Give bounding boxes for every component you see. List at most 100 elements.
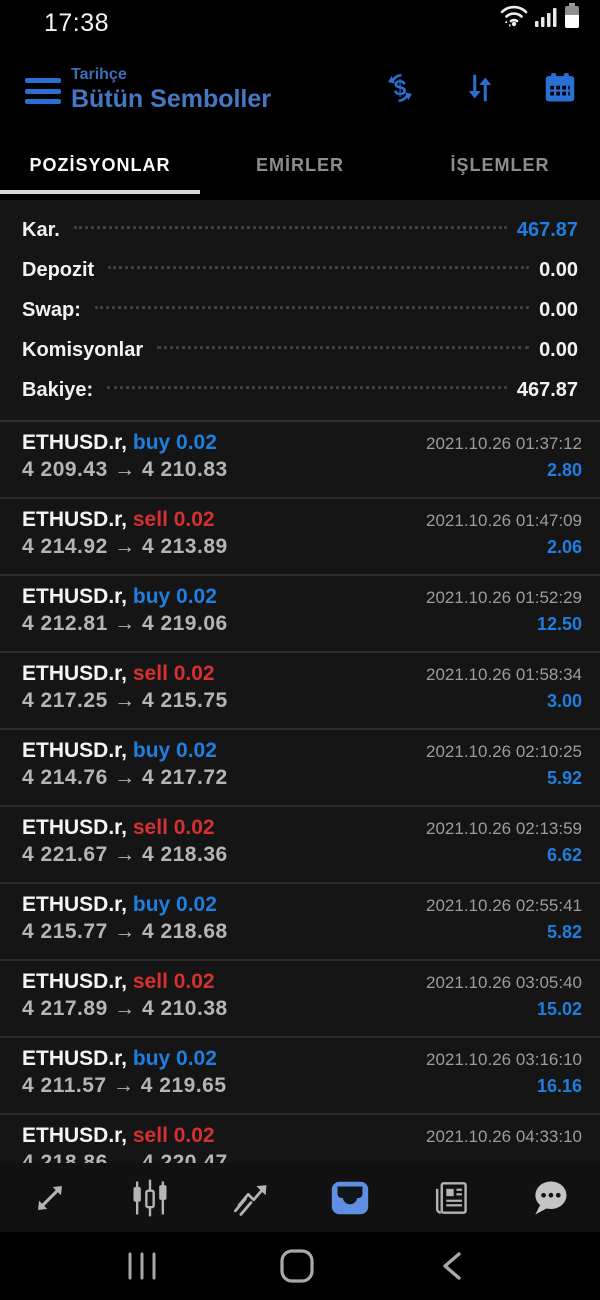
trade-symbol: ETHUSD.r, buy 0.02 bbox=[22, 585, 217, 608]
trade-prices: 4 209.43 → 4 210.83 bbox=[22, 458, 228, 481]
back-icon[interactable] bbox=[422, 1241, 482, 1291]
account-summary: Kar. 467.87 Depozit 0.00 Swap: 0.00 Komi… bbox=[0, 200, 600, 422]
trade-prices: 4 211.57 → 4 219.65 bbox=[22, 1074, 227, 1097]
tab-bar: POZİSYONLAR EMİRLER İŞLEMLER bbox=[0, 130, 600, 200]
trade-prices: 4 214.92 → 4 213.89 bbox=[22, 535, 228, 558]
summary-label: Bakiye: bbox=[22, 378, 94, 401]
wifi-icon bbox=[500, 3, 528, 34]
trade-prices: 4 215.77 → 4 218.68 bbox=[22, 920, 228, 943]
dotted-leader bbox=[157, 345, 530, 349]
price-arrow: → bbox=[112, 1074, 135, 1097]
status-time: 17:38 bbox=[44, 8, 110, 37]
trade-datetime: 2021.10.26 01:47:09 bbox=[426, 511, 582, 530]
trade-side: sell 0.02 bbox=[132, 816, 215, 839]
summary-label: Kar. bbox=[22, 218, 60, 241]
tab[interactable]: İŞLEMLER bbox=[400, 130, 600, 200]
menu-icon[interactable] bbox=[25, 78, 61, 104]
trade-row[interactable]: ETHUSD.r, buy 0.02 2021.10.26 02:55:41 4… bbox=[0, 884, 600, 961]
summary-label: Depozit bbox=[22, 258, 95, 281]
sort-arrows-icon[interactable] bbox=[462, 70, 498, 106]
trade-datetime: 2021.10.26 03:16:10 bbox=[426, 1050, 582, 1069]
price-arrow: → bbox=[114, 920, 136, 943]
summary-value: 0.00 bbox=[539, 338, 578, 361]
status-icons bbox=[500, 3, 580, 36]
trade-prices: 4 212.81 → 4 219.06 bbox=[22, 612, 228, 635]
trade-row[interactable]: ETHUSD.r, buy 0.02 2021.10.26 01:52:29 4… bbox=[0, 576, 600, 653]
dotted-leader bbox=[107, 385, 507, 389]
trade-row[interactable]: ETHUSD.r, sell 0.02 2021.10.26 02:13:59 … bbox=[0, 807, 600, 884]
recents-icon[interactable] bbox=[112, 1241, 172, 1291]
messages-icon[interactable] bbox=[500, 1176, 600, 1220]
price-arrow: → bbox=[114, 689, 136, 712]
charts-icon[interactable] bbox=[100, 1176, 200, 1220]
header-actions: $ bbox=[382, 70, 582, 106]
currency-exchange-icon[interactable]: $ bbox=[382, 70, 418, 106]
tab-label: İŞLEMLER bbox=[450, 154, 550, 175]
trade-symbol: ETHUSD.r, sell 0.02 bbox=[22, 508, 215, 531]
trade-symbol: ETHUSD.r, sell 0.02 bbox=[22, 1124, 215, 1147]
app-header: Tarihçe Bütün Semboller $ bbox=[0, 46, 600, 130]
trade-row[interactable]: ETHUSD.r, buy 0.02 2021.10.26 01:37:12 4… bbox=[0, 422, 600, 499]
summary-row: Swap: 0.00 bbox=[0, 290, 600, 330]
trade-prices: 4 217.25 → 4 215.75 bbox=[22, 689, 228, 712]
trade-side: buy 0.02 bbox=[132, 585, 217, 608]
trade-symbol: ETHUSD.r, sell 0.02 bbox=[22, 970, 215, 993]
price-arrow: → bbox=[114, 458, 136, 481]
trade-profit: 3.00 bbox=[546, 691, 582, 711]
dotted-leader bbox=[73, 225, 507, 229]
history-content: Kar. 467.87 Depozit 0.00 Swap: 0.00 Komi… bbox=[0, 200, 600, 1163]
signal-icon bbox=[535, 5, 557, 34]
trade-prices: 4 214.76 → 4 217.72 bbox=[22, 766, 228, 789]
system-nav-bar bbox=[0, 1232, 600, 1300]
page-subtitle: Tarihçe bbox=[71, 65, 127, 83]
trade-profit: 15.02 bbox=[536, 999, 582, 1019]
trade-profit: 2.06 bbox=[546, 537, 582, 557]
price-arrow: → bbox=[114, 612, 136, 635]
summary-label: Swap: bbox=[22, 298, 81, 321]
trade-profit: 2.80 bbox=[546, 460, 582, 480]
summary-value: 467.87 bbox=[516, 378, 578, 401]
summary-value: 0.00 bbox=[539, 258, 578, 281]
calendar-icon[interactable] bbox=[542, 70, 578, 106]
trade-row[interactable]: ETHUSD.r, buy 0.02 2021.10.26 02:10:25 4… bbox=[0, 730, 600, 807]
tab[interactable]: POZİSYONLAR bbox=[0, 130, 200, 200]
trade-symbol: ETHUSD.r, buy 0.02 bbox=[22, 1047, 217, 1070]
app-bottom-nav bbox=[0, 1163, 600, 1232]
news-icon[interactable] bbox=[400, 1176, 500, 1220]
summary-label: Komisyonlar bbox=[22, 338, 144, 361]
trade-row[interactable]: ETHUSD.r, buy 0.02 2021.10.26 03:16:10 4… bbox=[0, 1038, 600, 1115]
tab[interactable]: EMİRLER bbox=[200, 130, 400, 200]
price-arrow: → bbox=[114, 535, 136, 558]
page-title: Bütün Semboller bbox=[71, 84, 272, 113]
summary-row: Bakiye: 467.87 bbox=[0, 370, 600, 410]
trade-icon[interactable] bbox=[200, 1176, 300, 1220]
history-icon[interactable] bbox=[300, 1175, 400, 1221]
trade-prices: 4 221.67 → 4 218.36 bbox=[22, 843, 228, 866]
trade-symbol: ETHUSD.r, sell 0.02 bbox=[22, 662, 215, 685]
trade-profit: 12.50 bbox=[536, 614, 582, 634]
summary-row: Depozit 0.00 bbox=[0, 250, 600, 290]
quotes-icon[interactable] bbox=[0, 1176, 100, 1220]
summary-value: 467.87 bbox=[516, 218, 578, 241]
trade-row[interactable]: ETHUSD.r, sell 0.02 2021.10.26 04:33:10 … bbox=[0, 1115, 600, 1163]
status-bar: 17:38 bbox=[0, 0, 600, 46]
trade-row[interactable]: ETHUSD.r, sell 0.02 2021.10.26 01:47:09 … bbox=[0, 499, 600, 576]
dotted-leader bbox=[108, 265, 530, 269]
trade-side: sell 0.02 bbox=[132, 970, 215, 993]
trade-row[interactable]: ETHUSD.r, sell 0.02 2021.10.26 03:05:40 … bbox=[0, 961, 600, 1038]
trade-side: buy 0.02 bbox=[132, 431, 217, 454]
trade-side: sell 0.02 bbox=[132, 508, 215, 531]
trade-side: buy 0.02 bbox=[132, 1047, 217, 1070]
price-arrow: → bbox=[114, 997, 136, 1020]
dotted-leader bbox=[94, 305, 530, 309]
price-arrow: → bbox=[114, 843, 136, 866]
trade-side: buy 0.02 bbox=[132, 739, 217, 762]
home-icon[interactable] bbox=[267, 1241, 327, 1291]
trade-symbol: ETHUSD.r, buy 0.02 bbox=[22, 893, 217, 916]
trade-row[interactable]: ETHUSD.r, sell 0.02 2021.10.26 01:58:34 … bbox=[0, 653, 600, 730]
trade-symbol: ETHUSD.r, buy 0.02 bbox=[22, 431, 217, 454]
battery-icon bbox=[564, 3, 580, 34]
header-titles[interactable]: Tarihçe Bütün Semboller bbox=[71, 65, 382, 114]
trade-side: sell 0.02 bbox=[132, 662, 215, 685]
trade-list: ETHUSD.r, buy 0.02 2021.10.26 01:37:12 4… bbox=[0, 422, 600, 1163]
